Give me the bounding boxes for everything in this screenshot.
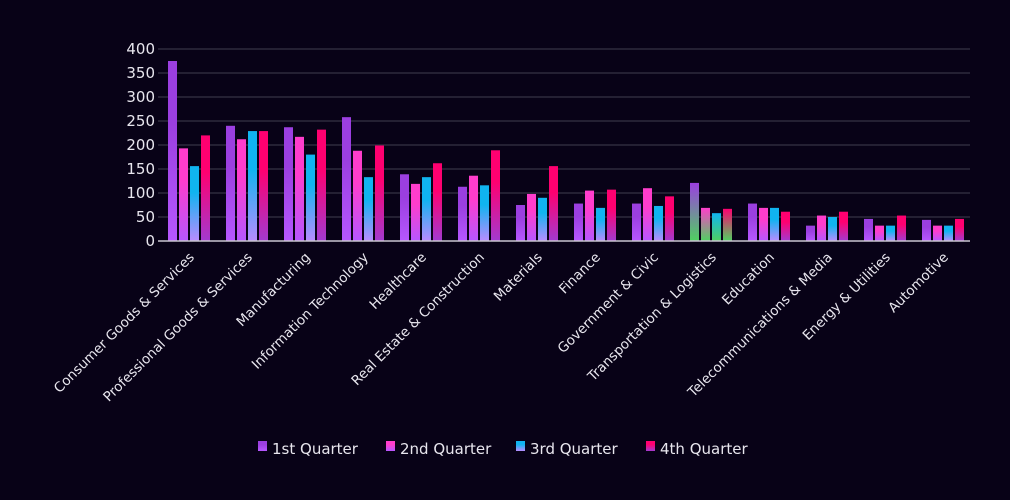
y-tick-label: 300 [126,88,155,106]
y-axis-ticks: 0 50 100 150 200 250 300 350 400 [126,40,155,250]
legend-swatch-3 [516,441,525,451]
bar-4-7 [607,189,616,241]
bar-1-3 [342,117,351,241]
bar-4-9 [723,208,732,241]
bar-2-12 [875,225,884,241]
category-label: Materials [491,250,546,305]
bar-1-5 [458,186,467,241]
bar-3-11 [828,217,837,241]
y-tick-label: 50 [136,208,155,226]
bar-2-10 [759,207,768,241]
bar-2-6 [527,193,536,241]
bar-1-13 [922,219,931,241]
legend-label: 2nd Quarter [400,440,492,458]
bar-3-4 [422,177,431,241]
bar-3-2 [306,154,315,241]
bar-2-9 [701,207,710,241]
bar-1-0 [168,61,177,241]
y-tick-label: 0 [145,232,155,250]
legend-swatch-2 [386,441,395,451]
bar-1-2 [284,127,293,241]
bar-3-12 [886,225,895,241]
category-label: Information Technology [249,250,372,373]
bar-4-4 [433,163,442,241]
bar-2-3 [353,150,362,241]
bar-3-10 [770,207,779,241]
bars [168,61,964,241]
bar-1-1 [226,125,235,241]
bar-4-5 [491,150,500,241]
legend-label: 3rd Quarter [530,440,619,458]
bar-4-0 [201,135,210,241]
y-tick-label: 350 [126,64,155,82]
bar-1-12 [864,218,873,241]
bar-2-0 [179,148,188,241]
bar-2-4 [411,183,420,241]
bar-3-7 [596,207,605,241]
y-tick-label: 250 [126,112,155,130]
bar-4-12 [897,215,906,241]
bar-2-5 [469,175,478,241]
bar-2-1 [237,139,246,241]
bar-4-11 [839,211,848,241]
bar-3-6 [538,197,547,241]
bar-4-13 [955,218,964,241]
bar-2-8 [643,188,652,241]
bar-3-9 [712,213,721,241]
bar-3-5 [480,185,489,241]
legend-swatch-4 [646,441,655,451]
category-label: Healthcare [366,250,429,313]
bar-4-6 [549,166,558,241]
bar-2-7 [585,190,594,241]
bar-1-10 [748,203,757,241]
bar-2-2 [295,136,304,241]
legend-label: 4th Quarter [660,440,748,458]
legend-label: 1st Quarter [272,440,359,458]
bar-1-4 [400,174,409,241]
bar-4-2 [317,129,326,241]
bar-4-8 [665,196,674,241]
legend-swatch-1 [258,441,267,451]
bar-2-13 [933,225,942,241]
bar-3-8 [654,205,663,241]
gridlines [158,48,970,218]
bar-4-10 [781,211,790,241]
y-tick-label: 200 [126,136,155,154]
bar-1-9 [690,182,699,241]
bar-3-1 [248,131,257,241]
bar-3-13 [944,225,953,241]
category-label: Education [719,250,778,309]
bar-1-6 [516,205,525,241]
bar-1-11 [806,225,815,241]
category-label: Government & Civic [555,250,662,357]
bar-3-3 [364,177,373,241]
category-label: Finance [556,250,604,298]
bar-1-8 [632,203,641,241]
legend: 1st Quarter 2nd Quarter 3rd Quarter 4th Qua… [258,440,748,458]
bar-4-3 [375,145,384,241]
y-tick-label: 100 [126,184,155,202]
bar-1-7 [574,203,583,241]
bar-3-0 [190,166,199,241]
y-tick-label: 150 [126,160,155,178]
bar-2-11 [817,215,826,241]
y-tick-label: 400 [126,40,155,58]
bar-4-1 [259,131,268,241]
category-label: Automotive [885,250,952,317]
